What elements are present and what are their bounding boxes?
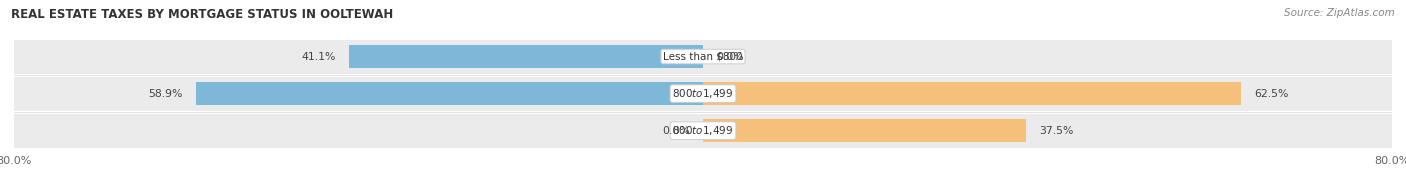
Text: $800 to $1,499: $800 to $1,499 bbox=[672, 124, 734, 137]
Bar bbox=[703, 119, 1026, 142]
Text: Source: ZipAtlas.com: Source: ZipAtlas.com bbox=[1284, 8, 1395, 18]
Text: 41.1%: 41.1% bbox=[302, 51, 336, 62]
Text: $800 to $1,499: $800 to $1,499 bbox=[672, 87, 734, 100]
Text: 0.0%: 0.0% bbox=[716, 51, 744, 62]
Text: 62.5%: 62.5% bbox=[1254, 89, 1288, 99]
Bar bbox=[14, 40, 1392, 74]
Bar bbox=[14, 114, 1392, 148]
Text: 58.9%: 58.9% bbox=[149, 89, 183, 99]
Bar bbox=[703, 82, 1241, 105]
Text: REAL ESTATE TAXES BY MORTGAGE STATUS IN OOLTEWAH: REAL ESTATE TAXES BY MORTGAGE STATUS IN … bbox=[11, 8, 394, 21]
Text: 37.5%: 37.5% bbox=[1039, 126, 1073, 136]
Text: 0.0%: 0.0% bbox=[662, 126, 690, 136]
Bar bbox=[349, 45, 703, 68]
Bar bbox=[195, 82, 703, 105]
Bar bbox=[14, 77, 1392, 111]
Text: Less than $800: Less than $800 bbox=[664, 51, 742, 62]
